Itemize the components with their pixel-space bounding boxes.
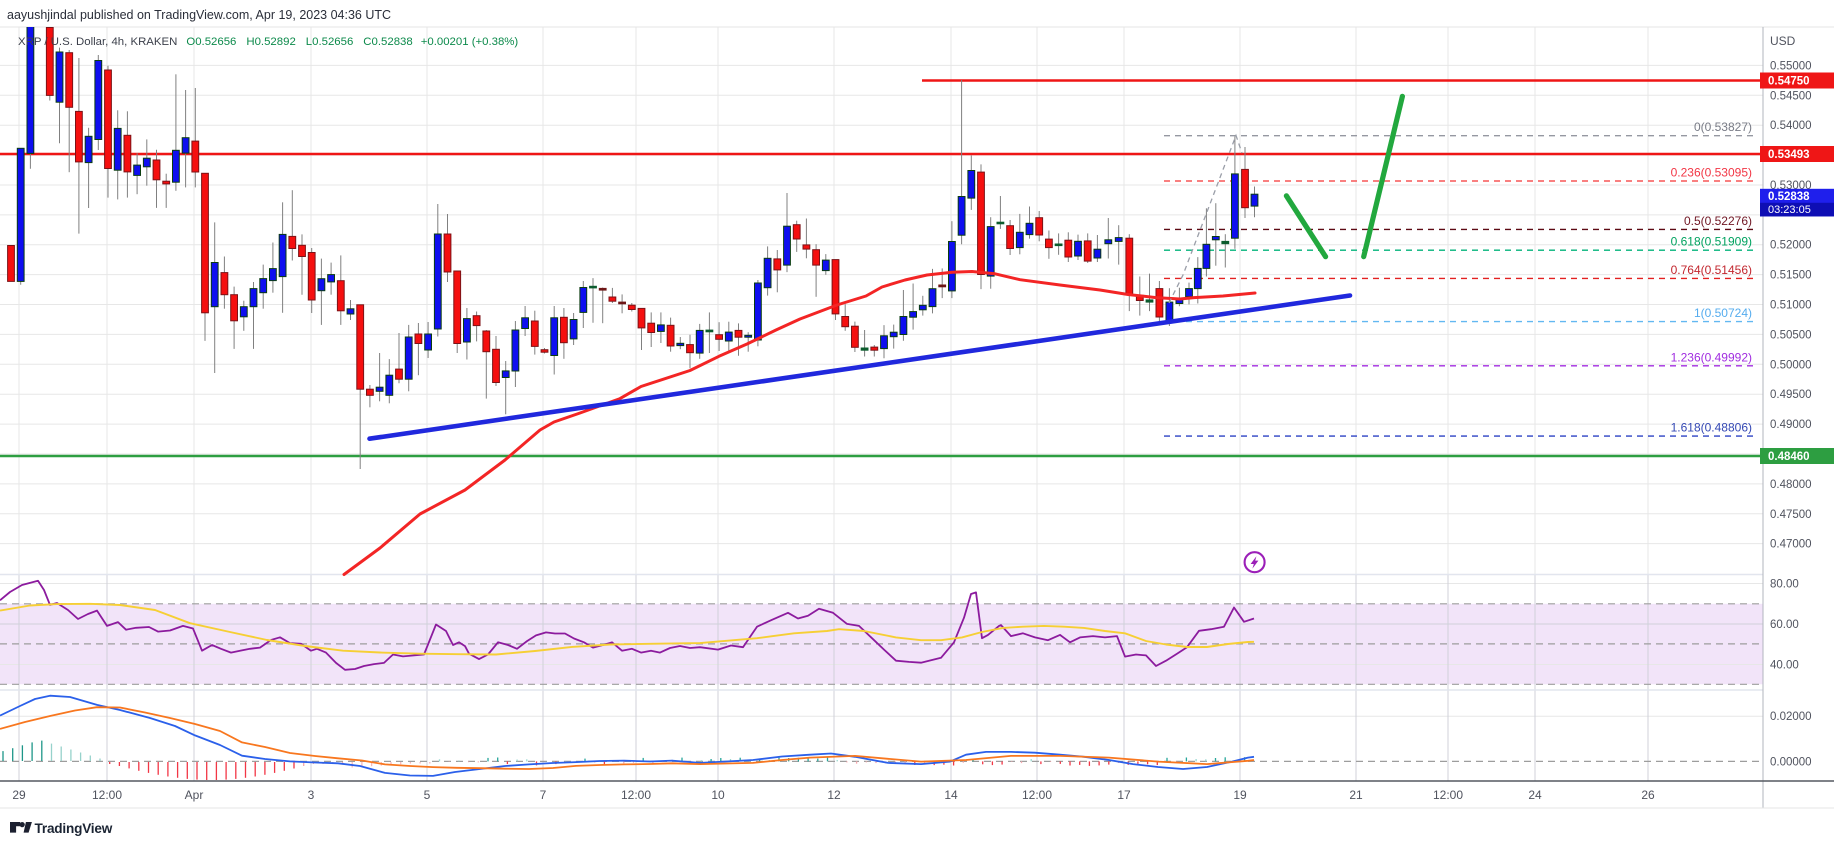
svg-text:0.50000: 0.50000 [1770, 359, 1812, 371]
svg-text:0.764(0.51456): 0.764(0.51456) [1671, 263, 1752, 277]
svg-text:24: 24 [1528, 788, 1542, 802]
svg-text:29: 29 [12, 788, 26, 802]
svg-text:0.47500: 0.47500 [1770, 509, 1812, 521]
svg-text:5: 5 [424, 788, 431, 802]
svg-text:21: 21 [1349, 788, 1363, 802]
svg-text:80.00: 80.00 [1770, 579, 1799, 591]
svg-text:19: 19 [1233, 788, 1247, 802]
svg-text:0.54000: 0.54000 [1770, 120, 1812, 132]
svg-text:12:00: 12:00 [1433, 788, 1463, 802]
svg-text:3: 3 [308, 788, 315, 802]
svg-text:12:00: 12:00 [1022, 788, 1052, 802]
svg-text:0.54750: 0.54750 [1768, 76, 1810, 88]
svg-text:0.49500: 0.49500 [1770, 389, 1812, 401]
svg-text:0.618(0.51909): 0.618(0.51909) [1671, 235, 1752, 249]
svg-text:0.53493: 0.53493 [1768, 149, 1810, 161]
svg-text:aayushjindal published on Trad: aayushjindal published on TradingView.co… [7, 8, 391, 22]
svg-text:40.00: 40.00 [1770, 660, 1799, 672]
svg-text:0(0.53827): 0(0.53827) [1694, 120, 1752, 134]
svg-text:0.236(0.53095): 0.236(0.53095) [1671, 166, 1752, 180]
svg-text:0.50500: 0.50500 [1770, 329, 1812, 341]
svg-text:0.55000: 0.55000 [1770, 60, 1812, 72]
svg-text:1.618(0.48806): 1.618(0.48806) [1671, 421, 1752, 435]
svg-text:12: 12 [827, 788, 841, 802]
svg-text:0.51500: 0.51500 [1770, 270, 1812, 282]
svg-text:12:00: 12:00 [92, 788, 122, 802]
svg-text:0.5(0.52276): 0.5(0.52276) [1684, 214, 1752, 228]
svg-text:0.51000: 0.51000 [1770, 300, 1812, 312]
svg-text:USD: USD [1770, 34, 1796, 48]
svg-text:TradingView: TradingView [35, 821, 113, 836]
svg-text:0.00000: 0.00000 [1770, 756, 1812, 768]
svg-text:10: 10 [711, 788, 725, 802]
svg-text:0.49000: 0.49000 [1770, 419, 1812, 431]
svg-text:Apr: Apr [185, 788, 204, 802]
svg-text:0.47000: 0.47000 [1770, 539, 1812, 551]
svg-text:0.52838: 0.52838 [1768, 191, 1810, 203]
svg-text:1(0.50724): 1(0.50724) [1694, 306, 1752, 320]
svg-text:26: 26 [1641, 788, 1655, 802]
svg-text:0.48000: 0.48000 [1770, 479, 1812, 491]
svg-text:0.48460: 0.48460 [1768, 451, 1810, 463]
svg-text:1.236(0.49992): 1.236(0.49992) [1671, 350, 1752, 364]
svg-text:03:23:05: 03:23:05 [1768, 204, 1811, 216]
svg-text:7: 7 [540, 788, 547, 802]
svg-text:0.02000: 0.02000 [1770, 711, 1812, 723]
svg-text:60.00: 60.00 [1770, 619, 1799, 631]
svg-text:0.54500: 0.54500 [1770, 90, 1812, 102]
svg-text:0.52000: 0.52000 [1770, 240, 1812, 252]
svg-text:17: 17 [1117, 788, 1131, 802]
svg-text:12:00: 12:00 [621, 788, 651, 802]
svg-text:14: 14 [944, 788, 958, 802]
